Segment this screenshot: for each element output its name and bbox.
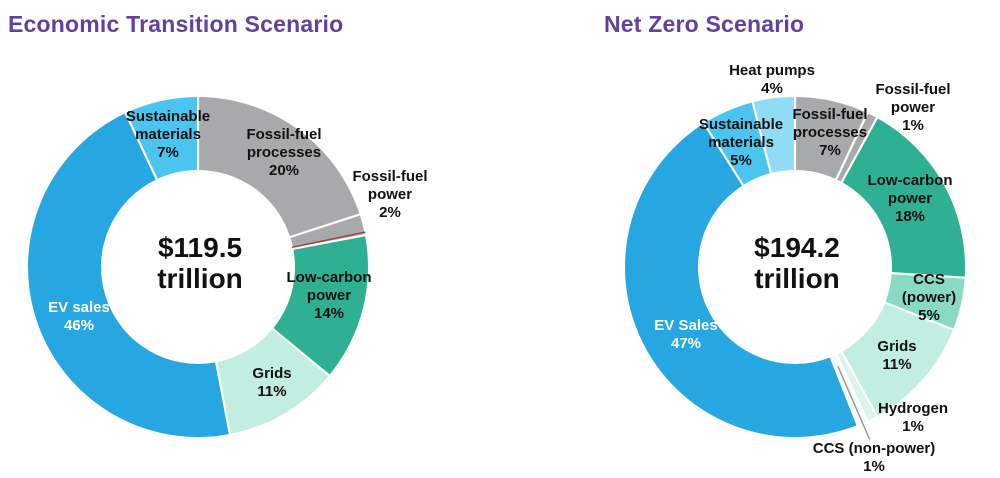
slice-grids: [216, 328, 329, 434]
slice-ev-sales: [624, 123, 858, 437]
total-value: $194.2: [754, 232, 840, 263]
slice-ev-sales: [28, 113, 230, 437]
red-separator-line: [291, 231, 366, 249]
slice-low-carbon-power: [272, 235, 369, 376]
slice-sustainable-materials: [703, 102, 771, 186]
total-unit: trillion: [754, 263, 840, 294]
donut-economic-transition: [28, 95, 369, 437]
slice-grids: [841, 302, 954, 416]
slice-fossil-fuel-power: [836, 113, 877, 182]
slice-sustainable-materials: [125, 97, 198, 180]
slice-fossil-fuel-processes: [198, 97, 360, 238]
slice-fossil-fuel-power: [290, 214, 365, 249]
donut-total-economic-transition: $119.5 trillion: [157, 232, 243, 294]
slice-ccs-power: [885, 273, 965, 330]
leader-line-ccs-non-power: [837, 365, 871, 440]
slice-heat-pumps: [752, 97, 795, 174]
slice-fossil-fuel-processes: [795, 97, 868, 180]
donut-net-zero: [624, 95, 967, 440]
chart-title-net-zero: Net Zero Scenario: [604, 11, 805, 37]
total-value: $119.5: [157, 232, 243, 263]
total-unit: trillion: [157, 263, 243, 294]
donut-total-net-zero: $194.2 trillion: [754, 232, 840, 294]
slice-low-carbon-power: [841, 118, 965, 278]
chart-title-economic-transition: Economic Transition Scenario: [8, 11, 344, 37]
slice-hydrogen: [836, 352, 877, 421]
